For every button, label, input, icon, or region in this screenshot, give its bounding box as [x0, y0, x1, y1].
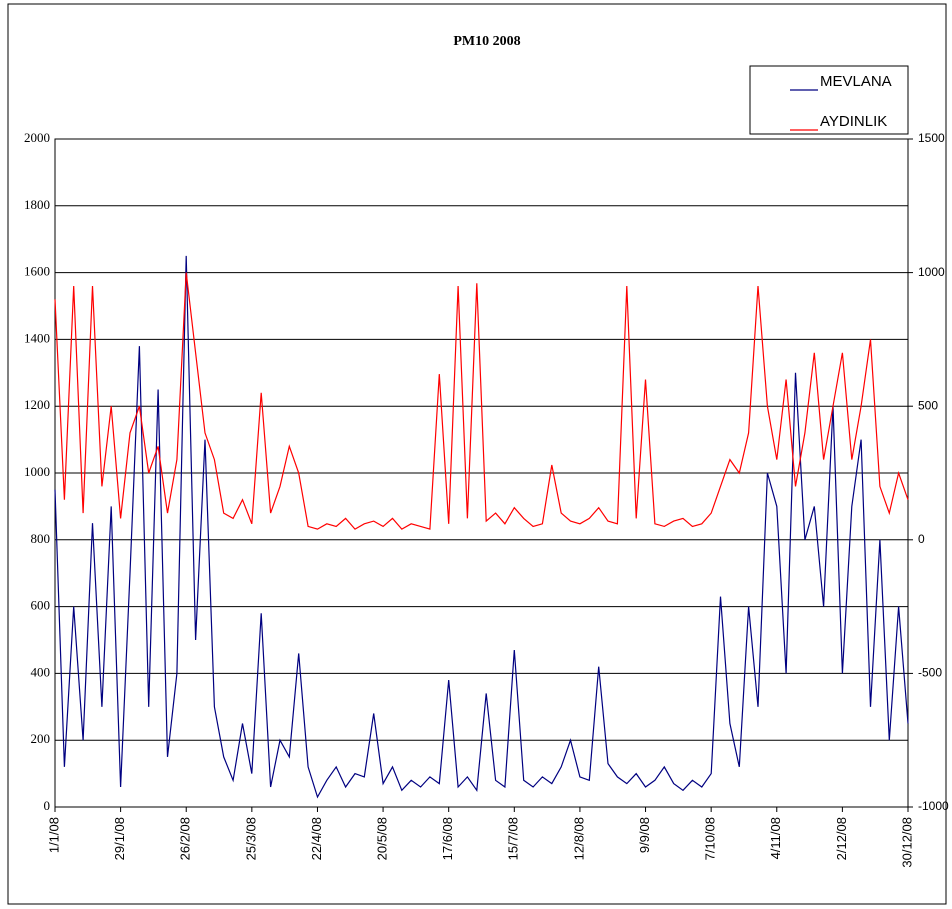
y2-tick-label: 1500 — [918, 131, 945, 145]
y-tick-label: 800 — [31, 531, 51, 546]
y-tick-label: 1600 — [24, 264, 50, 279]
x-tick-label: 4/11/08 — [768, 817, 783, 859]
y-tick-label: 1800 — [24, 197, 50, 212]
y-tick-label: 1200 — [24, 397, 50, 412]
legend-box — [749, 65, 909, 135]
series-line — [54, 255, 909, 799]
series-line — [54, 272, 909, 530]
x-tick-label: 22/4/08 — [309, 817, 324, 860]
y2-tick-label: 500 — [918, 398, 938, 412]
y-tick-label: 2000 — [24, 130, 50, 145]
x-tick-label: 12/8/08 — [571, 817, 586, 860]
chart-border — [7, 3, 947, 905]
y-tick-label: 200 — [31, 731, 51, 746]
y-tick-label: 1400 — [24, 330, 50, 345]
x-tick-label: 9/9/08 — [637, 817, 652, 853]
x-tick-label: 15/7/08 — [506, 817, 521, 860]
y-tick-label: 0 — [44, 798, 51, 813]
y-tick-label: 600 — [31, 598, 51, 613]
x-tick-label: 1/1/08 — [46, 817, 61, 853]
x-tick-label: 30/12/08 — [899, 817, 914, 868]
x-tick-label: 29/1/08 — [112, 817, 127, 860]
legend-label: AYDINLIK — [820, 113, 887, 130]
y2-tick-label: 0 — [918, 532, 925, 546]
x-tick-label: 17/6/08 — [440, 817, 455, 860]
x-tick-label: 7/10/08 — [703, 817, 718, 860]
y2-tick-label: -1000 — [918, 799, 949, 813]
legend-label: MEVLANA — [820, 73, 892, 90]
x-tick-label: 2/12/08 — [834, 817, 849, 860]
x-tick-label: 20/5/08 — [375, 817, 390, 860]
y2-tick-label: -500 — [918, 666, 942, 680]
x-tick-label: 26/2/08 — [178, 817, 193, 860]
chart-title: PM10 2008 — [453, 34, 520, 49]
x-tick-label: 25/3/08 — [243, 817, 258, 860]
y2-tick-label: 1000 — [918, 265, 945, 279]
y-tick-label: 1000 — [24, 464, 50, 479]
y-tick-label: 400 — [31, 664, 51, 679]
